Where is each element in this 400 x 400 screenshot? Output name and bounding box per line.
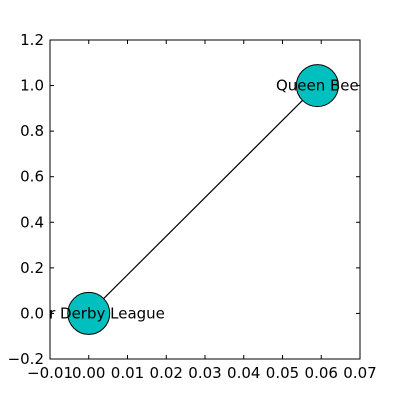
y-tick-label-0: −0.2 (8, 350, 44, 368)
plot-area: Roller Derby League Queen Bee (13, 64, 359, 335)
x-tick-label-8: 0.07 (343, 364, 376, 382)
node-circle-1 (295, 64, 339, 108)
x-tick-label-5: 0.04 (227, 364, 260, 382)
node-label-1: Queen Bee (276, 77, 359, 95)
x-tick-label-3: 0.02 (150, 364, 183, 382)
x-tick-label-0: −0.01 (27, 364, 73, 382)
y-tick-label-1: 0.0 (20, 304, 44, 322)
y-tick-label-3: 0.4 (20, 213, 44, 231)
node-circle-0 (67, 291, 111, 335)
node-label-0: Roller Derby League (13, 304, 165, 322)
x-tick-label-2: 0.01 (111, 364, 144, 382)
y-tick-label-4: 0.6 (20, 168, 44, 186)
y-tick-label-5: 0.8 (20, 122, 44, 140)
x-tick-label-4: 0.03 (188, 364, 221, 382)
x-tick-label-6: 0.05 (266, 364, 299, 382)
y-tick-label-2: 0.2 (20, 259, 44, 277)
y-tick-label-7: 1.2 (20, 31, 44, 49)
axis-ticks (49, 39, 361, 360)
x-tick-label-7: 0.06 (305, 364, 338, 382)
edge-line-0 (88, 85, 318, 314)
axis-tick-labels: −0.01 0.00 0.01 0.02 0.03 0.04 0.05 0.06 0.07 −0.… (8, 31, 377, 382)
x-tick-label-1: 0.00 (72, 364, 105, 382)
y-tick-label-6: 1.0 (20, 77, 44, 95)
